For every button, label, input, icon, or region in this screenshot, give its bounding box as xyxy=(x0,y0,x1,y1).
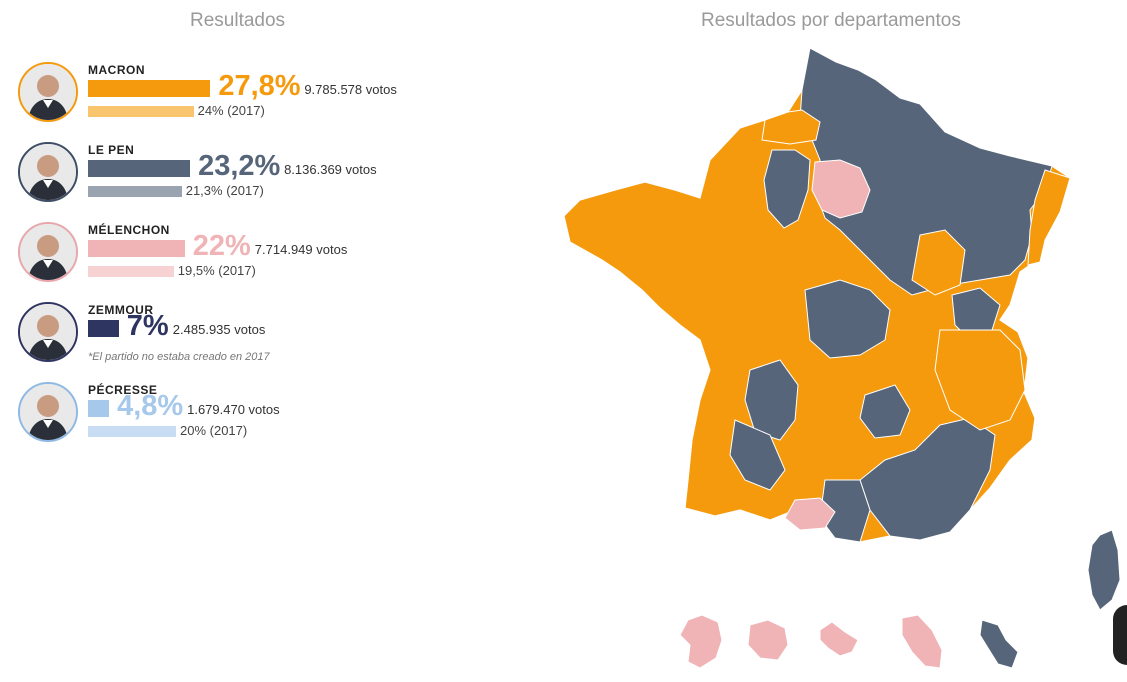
macron-departments xyxy=(761,109,1071,431)
region-south[interactable] xyxy=(859,417,996,541)
macron-portrait xyxy=(18,62,78,122)
candidate-name: MÉLENCHON xyxy=(88,223,170,237)
region-burgundy[interactable] xyxy=(911,229,966,296)
overseas-territories xyxy=(679,614,1019,669)
scroll-handle[interactable] xyxy=(1113,605,1127,665)
vote-bar-2022 xyxy=(88,320,119,337)
zemmour-portrait xyxy=(18,302,78,362)
vote-bar-2017 xyxy=(88,106,194,117)
vote-count: 7.714.949 votos xyxy=(254,242,348,257)
candidate-name: MACRON xyxy=(88,63,145,77)
vote-percentage: 23,2% xyxy=(198,150,281,182)
previous-result-label: 19,5% (2017) xyxy=(177,263,256,278)
candidate-row-melenchon: MÉLENCHON 22% 7.714.949 votos 19,5% (2017) xyxy=(18,222,438,284)
overseas-mayotte[interactable] xyxy=(979,619,1019,669)
vote-percentage: 7% xyxy=(126,310,169,342)
vote-percentage: 22% xyxy=(192,230,251,262)
vote-count: 2.485.935 votos xyxy=(172,322,266,337)
candidate-name: ZEMMOUR xyxy=(88,303,154,317)
region-pyrenees-orientales[interactable] xyxy=(784,497,836,531)
vote-percentage: 4,8% xyxy=(117,390,184,422)
candidate-row-pecresse: PÉCRESSE 4,8% 1.679.470 votos 20% (2017) xyxy=(18,382,438,444)
region-south-west[interactable] xyxy=(729,419,786,491)
pecresse-portrait xyxy=(18,382,78,442)
previous-result-label: 24% (2017) xyxy=(197,103,265,118)
candidate-row-lepen: LE PEN 23,2% 8.136.369 votos 21,3% (2017) xyxy=(18,142,438,204)
vote-bar-2022 xyxy=(88,160,191,177)
region-rhone-alps[interactable] xyxy=(934,329,1026,431)
vote-count: 9.785.578 votos xyxy=(304,82,397,97)
footnote: *El partido no estaba creado en 2017 xyxy=(88,351,270,363)
region-limousin[interactable] xyxy=(744,359,799,441)
previous-result-label: 21,3% (2017) xyxy=(185,183,264,198)
vote-bar-2017 xyxy=(88,186,182,197)
overseas-guadeloupe[interactable] xyxy=(679,614,723,669)
vote-bar-2017 xyxy=(88,266,174,277)
vote-bar-2022 xyxy=(88,400,110,417)
overseas-guyane[interactable] xyxy=(819,621,859,657)
overseas-reunion[interactable] xyxy=(901,614,943,669)
departments-map xyxy=(540,40,1127,682)
vote-percentage: 27,8% xyxy=(218,70,301,102)
corsica[interactable] xyxy=(1087,529,1121,611)
vote-count: 1.679.470 votos xyxy=(187,402,280,417)
candidate-row-macron: MACRON 27,8% 9.785.578 votos 24% (2017) xyxy=(18,62,438,124)
candidate-name: LE PEN xyxy=(88,143,135,157)
region-normandy-coast[interactable] xyxy=(761,109,821,145)
previous-result-label: 20% (2017) xyxy=(180,423,248,438)
melenchon-portrait xyxy=(18,222,78,282)
candidate-row-zemmour: ZEMMOUR 7% 2.485.935 votos *El partido no e… xyxy=(18,302,438,364)
region-midi[interactable] xyxy=(859,384,911,439)
region-alsace[interactable] xyxy=(1027,169,1071,266)
vote-count: 8.136.369 votos xyxy=(284,162,377,177)
le-pen-portrait xyxy=(18,142,78,202)
vote-bar-2017 xyxy=(88,426,176,437)
region-centre-massif[interactable] xyxy=(804,279,891,359)
region-west-centre[interactable] xyxy=(763,149,811,229)
lepen-departments xyxy=(729,47,1053,543)
map-title: Resultados por departamentos xyxy=(701,10,961,31)
france-map-svg xyxy=(563,47,1121,669)
overseas-martinique[interactable] xyxy=(747,619,789,661)
candidate-name: PÉCRESSE xyxy=(88,383,158,397)
results-title: Resultados xyxy=(190,10,286,31)
vote-bar-2022 xyxy=(88,80,211,97)
melenchon-departments xyxy=(784,159,871,531)
region-ile-de-france[interactable] xyxy=(811,159,871,219)
vote-bar-2022 xyxy=(88,240,185,257)
